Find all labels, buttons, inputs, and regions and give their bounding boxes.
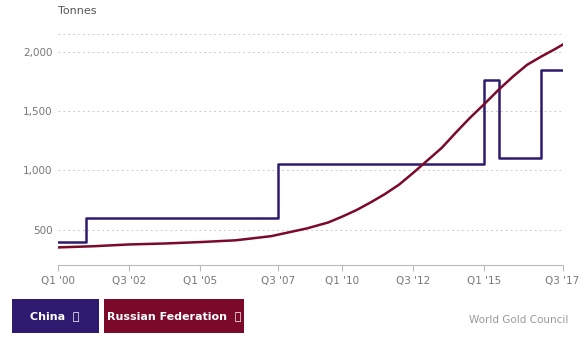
Text: World Gold Council: World Gold Council [469,314,568,325]
Text: Tonnes: Tonnes [58,5,96,16]
Text: Russian Federation  ⓧ: Russian Federation ⓧ [107,311,241,321]
Text: China  ⓧ: China ⓧ [30,311,80,321]
